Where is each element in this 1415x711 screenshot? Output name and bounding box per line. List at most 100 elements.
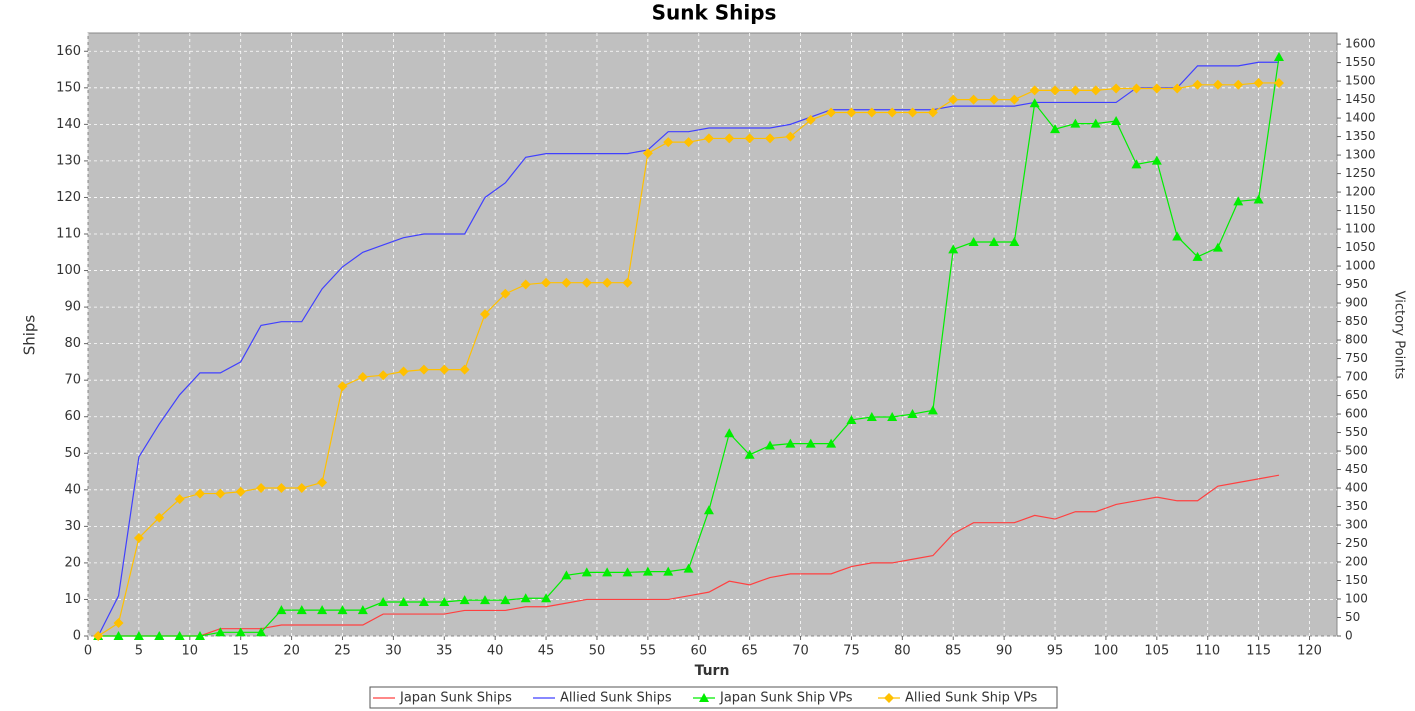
y2-tick-label: 100 — [1345, 592, 1368, 606]
diamond-marker — [581, 277, 592, 288]
x-tick-label: 60 — [690, 644, 707, 659]
diamond-marker — [1253, 77, 1264, 88]
triangle-marker — [866, 411, 877, 421]
triangle-marker — [1172, 231, 1183, 241]
triangle-marker — [337, 605, 348, 615]
x-tick-label: 40 — [487, 644, 504, 659]
y-tick-label: 20 — [64, 555, 81, 570]
x-tick-label: 85 — [945, 644, 962, 659]
y2-tick-label: 500 — [1345, 444, 1368, 458]
y2-tick-label: 950 — [1345, 277, 1368, 291]
triangle-marker — [826, 438, 837, 448]
legend-label: Japan Sunk Ships — [399, 691, 512, 706]
y-tick-label: 0 — [73, 629, 81, 644]
legend-label: Japan Sunk Ship VPs — [719, 691, 853, 706]
triangle-marker — [296, 605, 307, 615]
triangle-marker — [439, 596, 450, 606]
y-tick-label: 90 — [64, 300, 81, 315]
y2-tick-label: 700 — [1345, 370, 1368, 384]
triangle-marker — [541, 593, 552, 603]
y-axis-label: Ships — [21, 315, 39, 356]
diamond-marker — [602, 277, 613, 288]
triangle-marker — [418, 596, 429, 606]
y2-tick-label: 300 — [1345, 518, 1368, 532]
triangle-marker — [968, 237, 979, 247]
y2-tick-label: 1600 — [1345, 37, 1376, 51]
diamond-marker — [1050, 85, 1061, 96]
triangle-marker — [174, 631, 185, 640]
y2-tick-label: 200 — [1345, 555, 1368, 569]
triangle-marker — [561, 570, 572, 580]
chart-title: Sunk Ships — [652, 1, 777, 25]
y-tick-label: 150 — [56, 80, 81, 95]
diamond-marker — [479, 309, 490, 320]
series-line — [97, 61, 1279, 637]
diamond-marker — [1192, 79, 1203, 90]
y2-tick-label: 350 — [1345, 499, 1368, 513]
y-tick-label: 110 — [56, 227, 81, 242]
triangle-marker — [133, 631, 144, 640]
diamond-marker — [1111, 83, 1122, 94]
triangle-marker — [948, 244, 959, 254]
x-tick-label: 30 — [385, 644, 402, 659]
triangle-marker — [1212, 242, 1223, 252]
diamond-marker — [1070, 85, 1081, 96]
diamond-marker — [1233, 79, 1244, 90]
x-tick-label: 45 — [538, 644, 555, 659]
diamond-marker — [500, 288, 511, 299]
diamond-marker — [1029, 85, 1040, 96]
x-tick-label: 20 — [283, 644, 300, 659]
diamond-marker — [1273, 77, 1284, 88]
x-tick-label: 95 — [1047, 644, 1064, 659]
x-tick-label: 15 — [232, 644, 249, 659]
triangle-marker — [1253, 194, 1264, 204]
y-tick-label: 140 — [56, 117, 81, 132]
triangle-marker — [154, 631, 165, 640]
triangle-marker — [988, 237, 999, 247]
diamond-marker — [1009, 94, 1020, 105]
triangle-marker — [1090, 118, 1101, 128]
triangle-marker — [1029, 98, 1040, 108]
triangle-marker — [276, 605, 287, 615]
triangle-marker — [703, 505, 714, 515]
y-tick-label: 100 — [56, 263, 81, 278]
series-line — [98, 474, 1280, 637]
y2-tick-label: 50 — [1345, 610, 1360, 624]
triangle-marker — [235, 627, 246, 637]
legend-label: Allied Sunk Ships — [560, 691, 672, 706]
y2-tick-label: 1200 — [1345, 185, 1376, 199]
diamond-marker — [398, 366, 409, 377]
triangle-marker — [1131, 159, 1142, 169]
diamond-marker — [887, 107, 898, 118]
diamond-marker — [884, 693, 894, 703]
triangle-marker — [744, 449, 755, 459]
triangle-marker — [357, 605, 368, 615]
diamond-marker — [418, 364, 429, 375]
diamond-marker — [948, 94, 959, 105]
plot-area — [87, 32, 1338, 637]
y2-tick-label: 1400 — [1345, 111, 1376, 125]
x-tick-label: 55 — [640, 644, 657, 659]
diamond-marker — [805, 114, 816, 125]
diamond-marker — [520, 279, 531, 290]
x-tick-label: 120 — [1297, 644, 1322, 659]
diamond-marker — [988, 94, 999, 105]
x-tick-label: 115 — [1246, 644, 1271, 659]
triangle-marker — [846, 414, 857, 424]
triangle-marker — [1009, 237, 1020, 247]
triangle-marker — [805, 438, 816, 448]
diamond-marker — [785, 131, 796, 142]
y-tick-label: 80 — [64, 336, 81, 351]
y-tick-label: 70 — [64, 373, 81, 388]
diamond-marker — [846, 107, 857, 118]
diamond-marker — [663, 137, 674, 148]
triangle-marker — [683, 563, 694, 573]
diamond-marker — [968, 94, 979, 105]
y2-tick-label: 600 — [1345, 407, 1368, 421]
y2-tick-label: 0 — [1345, 629, 1353, 643]
diamond-marker — [174, 494, 185, 505]
diamond-marker — [907, 107, 918, 118]
triangle-marker — [887, 411, 898, 421]
y-tick-label: 120 — [56, 190, 81, 205]
